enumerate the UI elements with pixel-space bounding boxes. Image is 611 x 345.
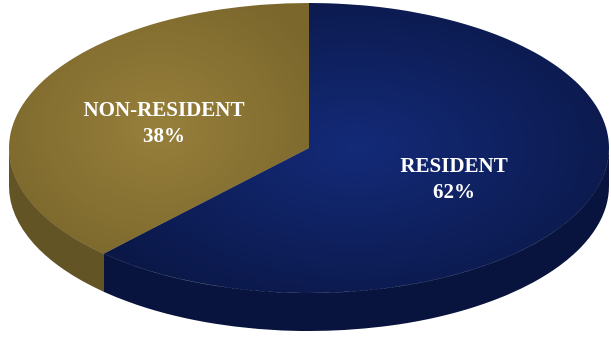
pie-sides — [8, 148, 610, 331]
pie-side-non-resident — [8, 148, 104, 292]
slice-value-non-resident: 38% — [143, 123, 185, 147]
slice-label-non-resident: NON-RESIDENT — [83, 97, 244, 121]
pie-tops — [8, 2, 609, 293]
pie-side-resident — [103, 148, 610, 331]
slice-label-resident: RESIDENT — [400, 153, 507, 177]
pie-slice-resident — [103, 3, 609, 293]
pie-slice-non-resident — [8, 2, 310, 254]
slice-value-resident: 62% — [433, 179, 475, 203]
